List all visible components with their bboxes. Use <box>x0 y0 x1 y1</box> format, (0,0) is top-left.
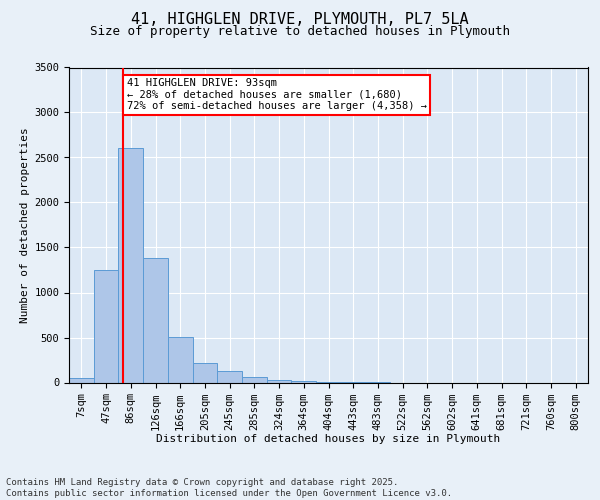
Y-axis label: Number of detached properties: Number of detached properties <box>20 127 30 323</box>
Bar <box>217 371 242 382</box>
Text: Contains HM Land Registry data © Crown copyright and database right 2025.
Contai: Contains HM Land Registry data © Crown c… <box>6 478 452 498</box>
Bar <box>292 381 316 382</box>
Text: 41, HIGHGLEN DRIVE, PLYMOUTH, PL7 5LA: 41, HIGHGLEN DRIVE, PLYMOUTH, PL7 5LA <box>131 12 469 28</box>
X-axis label: Distribution of detached houses by size in Plymouth: Distribution of detached houses by size … <box>157 434 500 444</box>
Text: Size of property relative to detached houses in Plymouth: Size of property relative to detached ho… <box>90 25 510 38</box>
Bar <box>193 362 217 382</box>
Bar <box>267 380 292 382</box>
Bar <box>168 336 193 382</box>
Text: 41 HIGHGLEN DRIVE: 93sqm
← 28% of detached houses are smaller (1,680)
72% of sem: 41 HIGHGLEN DRIVE: 93sqm ← 28% of detach… <box>127 78 427 112</box>
Bar <box>242 377 267 382</box>
Bar <box>69 378 94 382</box>
Bar <box>143 258 168 382</box>
Bar <box>94 270 118 382</box>
Bar <box>118 148 143 382</box>
